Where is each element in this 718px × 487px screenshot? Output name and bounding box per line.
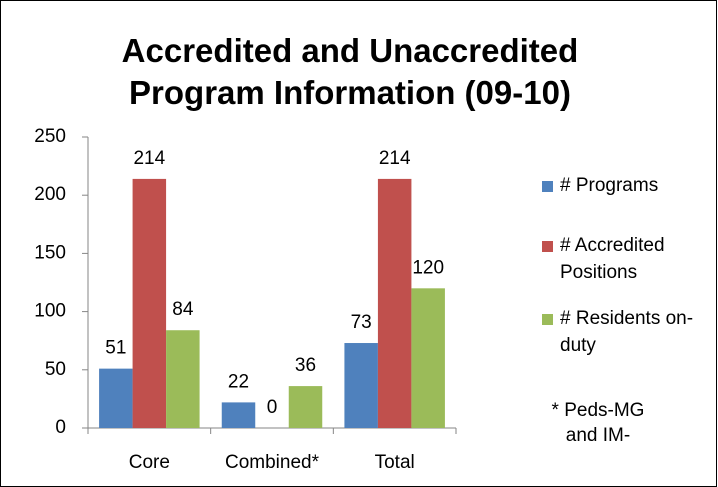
data-label: 36 xyxy=(295,355,316,376)
legend-label: # Residents on-duty xyxy=(560,308,694,356)
bar xyxy=(132,178,167,428)
y-tick-label: 100 xyxy=(34,301,66,322)
legend-label: # Accredited Positions xyxy=(560,235,665,283)
bar xyxy=(99,368,133,428)
data-label: 73 xyxy=(351,312,372,333)
y-tick-label: 150 xyxy=(34,242,66,263)
bar xyxy=(221,402,256,428)
data-label: 120 xyxy=(412,257,444,278)
x-tick-label: Total xyxy=(375,452,415,473)
y-tick-label: 250 xyxy=(34,126,66,147)
bar xyxy=(377,178,412,428)
legend-entry: # Programs xyxy=(542,172,710,199)
bar xyxy=(166,330,200,428)
data-label: 84 xyxy=(172,299,194,320)
legend-entry: # Accredited Positions xyxy=(542,232,710,286)
chart-title: Accredited and Unaccredited Program Info… xyxy=(121,32,579,111)
annotation: * Peds-MG and IM- xyxy=(551,400,645,446)
data-label: 51 xyxy=(105,338,126,359)
y-tick-label: 50 xyxy=(45,359,66,380)
legend-swatch xyxy=(542,241,553,252)
bar xyxy=(288,386,323,428)
bar xyxy=(411,288,445,428)
legend-entry: # Residents on-duty xyxy=(542,305,710,359)
y-tick-label: 200 xyxy=(34,184,66,205)
x-tick-label: Core xyxy=(129,452,170,473)
legend-swatch xyxy=(542,181,553,192)
x-tick-label: Combined* xyxy=(225,452,320,473)
data-label: 214 xyxy=(379,148,411,169)
title-box: Accredited and Unaccredited Program Info… xyxy=(121,32,579,111)
bar xyxy=(344,343,378,428)
data-label: 0 xyxy=(267,397,278,418)
legend-label: # Programs xyxy=(560,175,659,196)
y-tick-label: 0 xyxy=(55,417,66,438)
data-label: 22 xyxy=(228,371,249,392)
data-label: 214 xyxy=(133,148,165,169)
legend-swatch xyxy=(542,314,553,325)
